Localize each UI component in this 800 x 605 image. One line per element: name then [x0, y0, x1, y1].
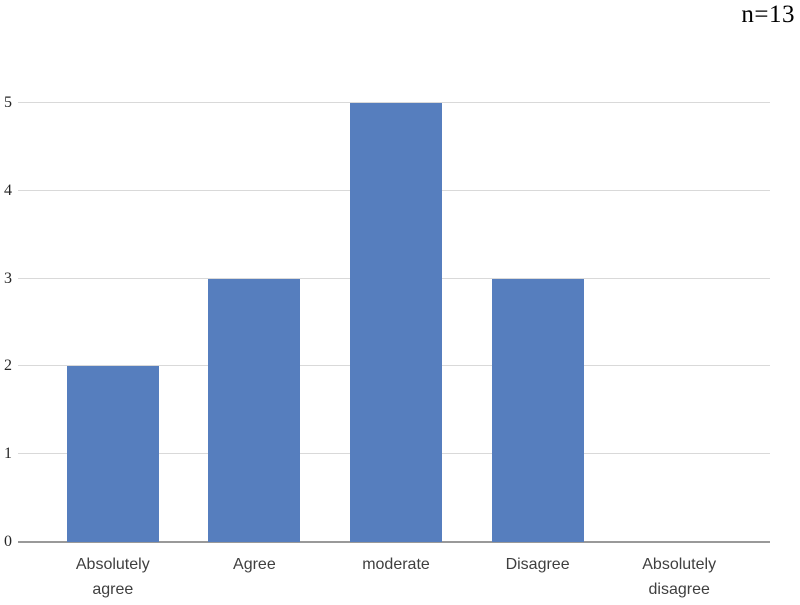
- bar-slot: [42, 103, 184, 542]
- gridline-y5: [18, 102, 770, 103]
- x-label-slot: Absolutely disagree: [608, 552, 750, 602]
- y-tick-label-4: 4: [4, 181, 12, 199]
- x-axis-line: [18, 541, 770, 543]
- plot-area: [18, 102, 770, 543]
- x-label-slot: Absolutely agree: [42, 552, 184, 602]
- x-axis-labels: Absolutely agree Agree moderate Disagree Abs…: [42, 552, 750, 602]
- y-tick-label-5: 5: [4, 94, 12, 111]
- x-label-slot: moderate: [325, 552, 467, 602]
- bar-slot: [467, 103, 609, 542]
- category-label-agree: Agree: [233, 556, 276, 573]
- category-label-moderate: moderate: [362, 556, 430, 573]
- bar-disagree: [491, 278, 584, 542]
- bar-slot: [184, 103, 326, 542]
- y-tick-label-3: 3: [4, 269, 12, 287]
- sample-size-annotation: n=13: [741, 1, 795, 28]
- x-label-slot: Agree: [184, 552, 326, 602]
- bar-absolutely-agree: [66, 366, 159, 542]
- y-tick-label-0: 0: [4, 533, 12, 550]
- x-label-slot: Disagree: [467, 552, 609, 602]
- bar-agree: [208, 278, 301, 542]
- bars-container: [42, 103, 750, 542]
- category-label-absolutely-disagree: Absolutely disagree: [642, 556, 717, 598]
- category-label-disagree: Disagree: [505, 556, 570, 573]
- y-tick-label-1: 1: [4, 445, 12, 463]
- y-axis-labels: 0 1 2 3 4 5: [1, 95, 15, 550]
- bar-slot: [325, 103, 467, 542]
- category-label-absolutely-agree: Absolutely agree: [75, 556, 150, 598]
- y-tick-label-2: 2: [4, 357, 12, 375]
- bar-moderate: [349, 103, 442, 542]
- bar-slot: [608, 103, 750, 542]
